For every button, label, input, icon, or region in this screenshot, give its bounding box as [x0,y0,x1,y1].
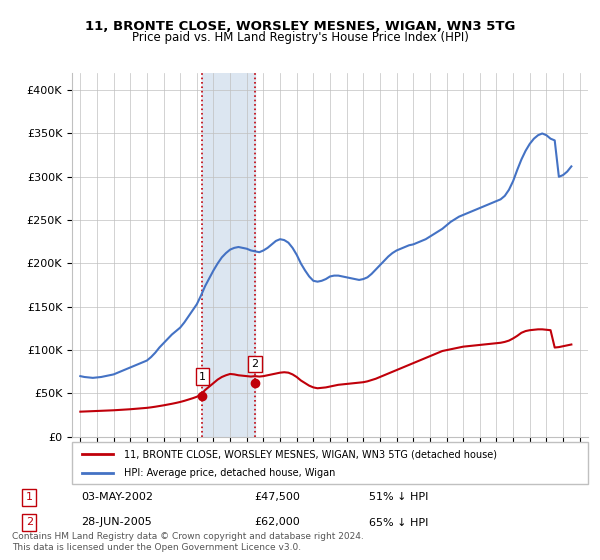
Text: 11, BRONTE CLOSE, WORSLEY MESNES, WIGAN, WN3 5TG: 11, BRONTE CLOSE, WORSLEY MESNES, WIGAN,… [85,20,515,32]
Text: 1: 1 [199,372,206,381]
Text: 28-JUN-2005: 28-JUN-2005 [81,517,152,528]
Bar [202,73,255,437]
Text: £47,500: £47,500 [254,492,300,502]
Text: 2: 2 [26,517,33,528]
Text: 65% ↓ HPI: 65% ↓ HPI [369,517,428,528]
FancyBboxPatch shape [72,442,588,484]
Text: 11, BRONTE CLOSE, WORSLEY MESNES, WIGAN, WN3 5TG (detached house): 11, BRONTE CLOSE, WORSLEY MESNES, WIGAN,… [124,449,497,459]
Text: £62,000: £62,000 [254,517,299,528]
Text: 03-MAY-2002: 03-MAY-2002 [81,492,153,502]
Text: Price paid vs. HM Land Registry's House Price Index (HPI): Price paid vs. HM Land Registry's House … [131,31,469,44]
Text: HPI: Average price, detached house, Wigan: HPI: Average price, detached house, Wiga… [124,468,335,478]
Text: 2: 2 [251,359,259,369]
Text: 1: 1 [26,492,33,502]
Text: Contains HM Land Registry data © Crown copyright and database right 2024.
This d: Contains HM Land Registry data © Crown c… [12,532,364,552]
Text: 51% ↓ HPI: 51% ↓ HPI [369,492,428,502]
